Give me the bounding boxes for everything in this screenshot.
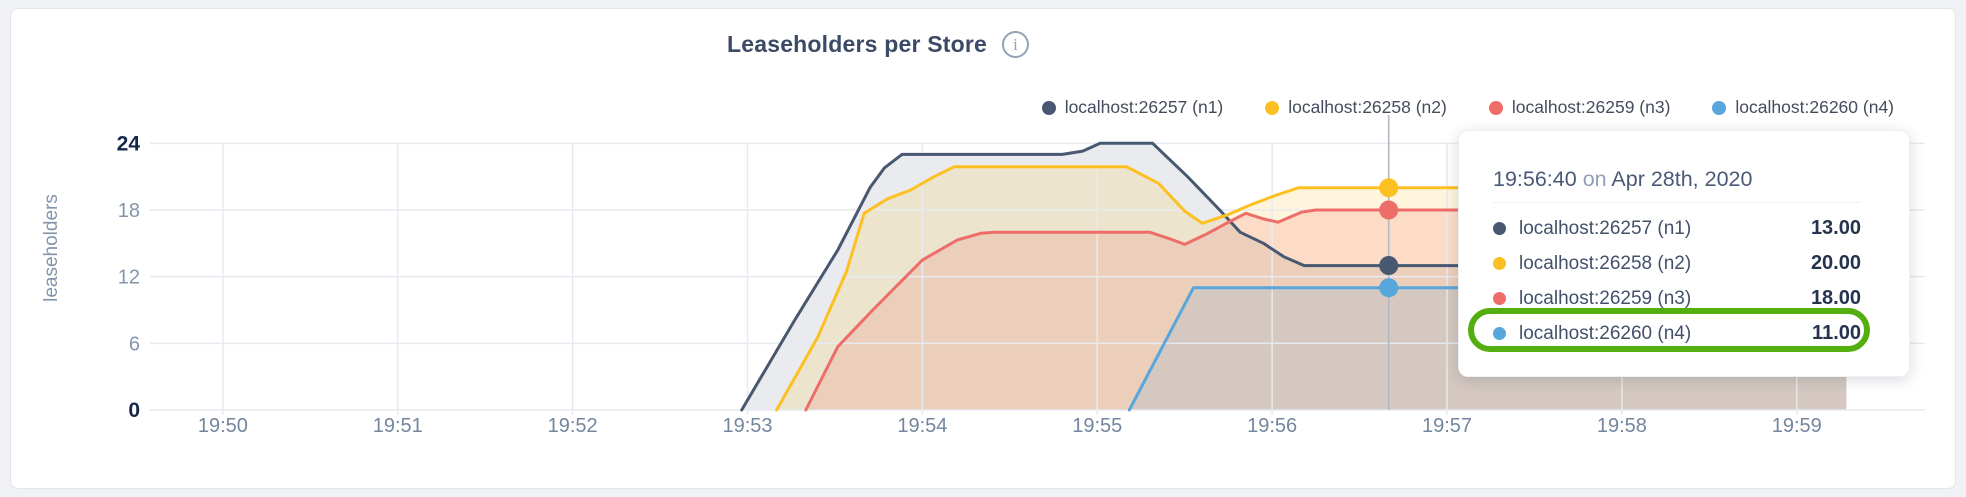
legend-item[interactable]: localhost:26259 (n3) <box>1488 97 1671 118</box>
legend-item[interactable]: localhost:26258 (n2) <box>1265 97 1447 118</box>
x-tick-label: 19:59 <box>1772 415 1822 437</box>
y-tick-label: 0 <box>128 399 140 422</box>
tooltip-series-name: localhost:26260 (n4) <box>1519 322 1692 344</box>
x-tick-label: 19:54 <box>897 415 947 437</box>
legend-item[interactable]: localhost:26257 (n1) <box>1041 97 1224 118</box>
tooltip-series-dot-icon <box>1493 327 1506 340</box>
legend-item[interactable]: localhost:26260 (n4) <box>1712 97 1894 118</box>
tooltip-series-dot-icon <box>1493 292 1506 305</box>
x-tick-label: 19:51 <box>373 415 423 437</box>
x-tick-label: 19:50 <box>198 415 248 437</box>
series-line <box>804 208 1848 412</box>
tooltip-series-value: 11.00 <box>1812 322 1861 344</box>
x-tick-label: 19:53 <box>722 415 772 437</box>
y-tick-label: 24 <box>117 132 141 155</box>
legend-label: localhost:26259 (n3) <box>1511 97 1671 117</box>
info-icon[interactable]: i <box>1002 31 1030 58</box>
legend-dot-icon <box>1488 100 1503 115</box>
x-tick-label: 19:57 <box>1422 415 1472 437</box>
tooltip-series-dot-icon <box>1493 257 1506 270</box>
legend-dot-icon <box>1712 100 1727 115</box>
series-line <box>740 141 1848 412</box>
tooltip-conjunction: on <box>1582 167 1607 191</box>
y-tick-label: 12 <box>118 267 140 289</box>
x-tick-label: 19:52 <box>548 415 598 437</box>
tooltip-series-value: 18.00 <box>1810 287 1861 309</box>
tooltip-series-name: localhost:26259 (n3) <box>1519 287 1692 309</box>
y-axis-label: leaseholders <box>41 194 62 302</box>
tooltip-row: localhost:26259 (n3) 18.00 <box>1493 281 1861 316</box>
tooltip-row: localhost:26260 (n4) 11.00 <box>1493 316 1861 351</box>
hover-point <box>1379 256 1399 276</box>
series-line <box>775 165 1848 412</box>
chart-title: Leaseholders per Store <box>726 31 988 57</box>
legend-dot-icon <box>1041 100 1056 115</box>
tooltip-series-name: localhost:26257 (n1) <box>1519 217 1692 239</box>
legend-label: localhost:26260 (n4) <box>1735 97 1894 117</box>
hover-point <box>1379 278 1399 298</box>
hover-tooltip: 19:56:40 on Apr 28th, 2020 localhost:262… <box>1458 130 1910 377</box>
tooltip-series-value: 13.00 <box>1810 217 1861 239</box>
tooltip-row: localhost:26258 (n2) 20.00 <box>1493 246 1861 281</box>
hover-point <box>1379 178 1399 198</box>
legend-dot-icon <box>1265 100 1280 115</box>
x-tick-label: 19:55 <box>1072 415 1122 437</box>
tooltip-date: Apr 28th, 2020 <box>1611 167 1753 191</box>
x-tick-label: 19:56 <box>1247 415 1297 437</box>
x-tick-label: 19:58 <box>1597 415 1647 437</box>
legend: localhost:26257 (n1) localhost:26258 (n2)… <box>1041 97 1894 118</box>
legend-label: localhost:26257 (n1) <box>1064 97 1224 117</box>
tooltip-header: 19:56:40 on Apr 28th, 2020 <box>1493 167 1861 203</box>
y-tick-label: 18 <box>118 200 140 222</box>
y-tick-label: 6 <box>129 333 140 355</box>
tooltip-rows: localhost:26257 (n1) 13.00 localhost:26258… <box>1493 211 1861 351</box>
tooltip-time: 19:56:40 <box>1493 167 1577 191</box>
tooltip-series-value: 20.00 <box>1810 252 1861 274</box>
chart-title-row: Leaseholders per Store i <box>726 31 1030 58</box>
legend-label: localhost:26258 (n2) <box>1288 97 1447 117</box>
tooltip-series-dot-icon <box>1493 222 1506 235</box>
hover-point <box>1379 200 1399 220</box>
tooltip-row: localhost:26257 (n1) 13.00 <box>1493 211 1861 246</box>
tooltip-series-name: localhost:26258 (n2) <box>1519 252 1692 274</box>
